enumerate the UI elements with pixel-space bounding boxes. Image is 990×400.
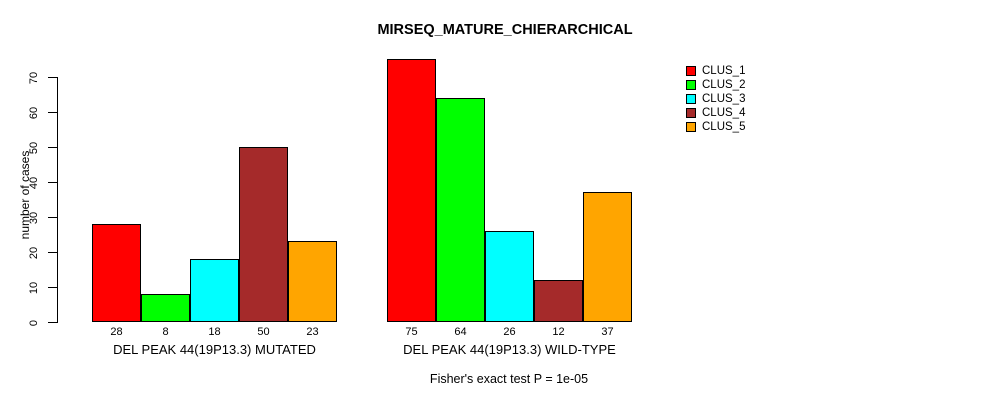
bar-clus_4-group2	[534, 280, 583, 322]
y-axis-title: number of cases	[18, 150, 32, 240]
category-label: DEL PEAK 44(19P13.3) WILD-TYPE	[403, 342, 616, 357]
y-tick-label: 60	[28, 106, 40, 119]
bar-value-label: 23	[306, 326, 319, 338]
y-tick-label: 10	[28, 281, 40, 294]
bar-value-label: 12	[552, 326, 565, 338]
bar-clus_4-group1	[239, 147, 288, 322]
bar-value-label: 18	[208, 326, 221, 338]
legend-item-clus_2: CLUS_2	[686, 78, 745, 92]
legend: CLUS_1 CLUS_2 CLUS_3 CLUS_4 CLUS_5	[686, 64, 745, 134]
y-tick-label: 20	[28, 246, 40, 259]
y-tick	[48, 182, 58, 183]
legend-item-clus_4: CLUS_4	[686, 106, 745, 120]
y-tick-label: 0	[28, 319, 40, 326]
legend-label: CLUS_2	[702, 79, 746, 91]
bar-clus_3-group1	[190, 259, 239, 322]
bar-value-label: 26	[503, 326, 516, 338]
legend-item-clus_3: CLUS_3	[686, 92, 745, 106]
y-axis-line	[57, 77, 58, 323]
legend-label: CLUS_4	[702, 107, 746, 119]
y-tick	[48, 112, 58, 113]
legend-swatch	[686, 108, 696, 118]
y-tick-label: 30	[28, 211, 40, 224]
bar-clus_1-group2	[387, 59, 436, 322]
bar-value-label: 64	[454, 326, 467, 338]
legend-swatch	[686, 94, 696, 104]
legend-swatch	[686, 122, 696, 132]
bar-clus_5-group2	[583, 192, 632, 322]
annotation-text: Fisher's exact test P = 1e-05	[429, 372, 589, 386]
y-tick	[48, 217, 58, 218]
bar-value-label: 8	[162, 326, 169, 338]
bar-clus_1-group1	[92, 224, 141, 322]
bar-clus_5-group1	[288, 241, 337, 322]
y-tick	[48, 77, 58, 78]
y-tick	[48, 252, 58, 253]
category-label: DEL PEAK 44(19P13.3) MUTATED	[113, 342, 316, 357]
chart-title: MIRSEQ_MATURE_CHIERARCHICAL	[377, 22, 633, 38]
y-tick-label: 70	[28, 71, 40, 84]
bar-value-label: 50	[257, 326, 270, 338]
legend-swatch	[686, 66, 696, 76]
legend-label: CLUS_1	[702, 65, 746, 77]
legend-item-clus_1: CLUS_1	[686, 64, 745, 78]
legend-swatch	[686, 80, 696, 90]
bar-clus_2-group2	[436, 98, 485, 322]
y-tick	[48, 147, 58, 148]
legend-label: CLUS_5	[702, 121, 746, 133]
bar-value-label: 37	[601, 326, 614, 338]
y-tick-label: 40	[28, 176, 40, 189]
y-tick	[48, 322, 58, 323]
bar-value-label: 75	[405, 326, 418, 338]
bar-value-label: 28	[110, 326, 123, 338]
y-tick	[48, 287, 58, 288]
y-tick-label: 50	[28, 141, 40, 154]
bar-clus_3-group2	[485, 231, 534, 322]
legend-item-clus_5: CLUS_5	[686, 120, 745, 134]
bar-clus_2-group1	[141, 294, 190, 322]
legend-label: CLUS_3	[702, 93, 746, 105]
